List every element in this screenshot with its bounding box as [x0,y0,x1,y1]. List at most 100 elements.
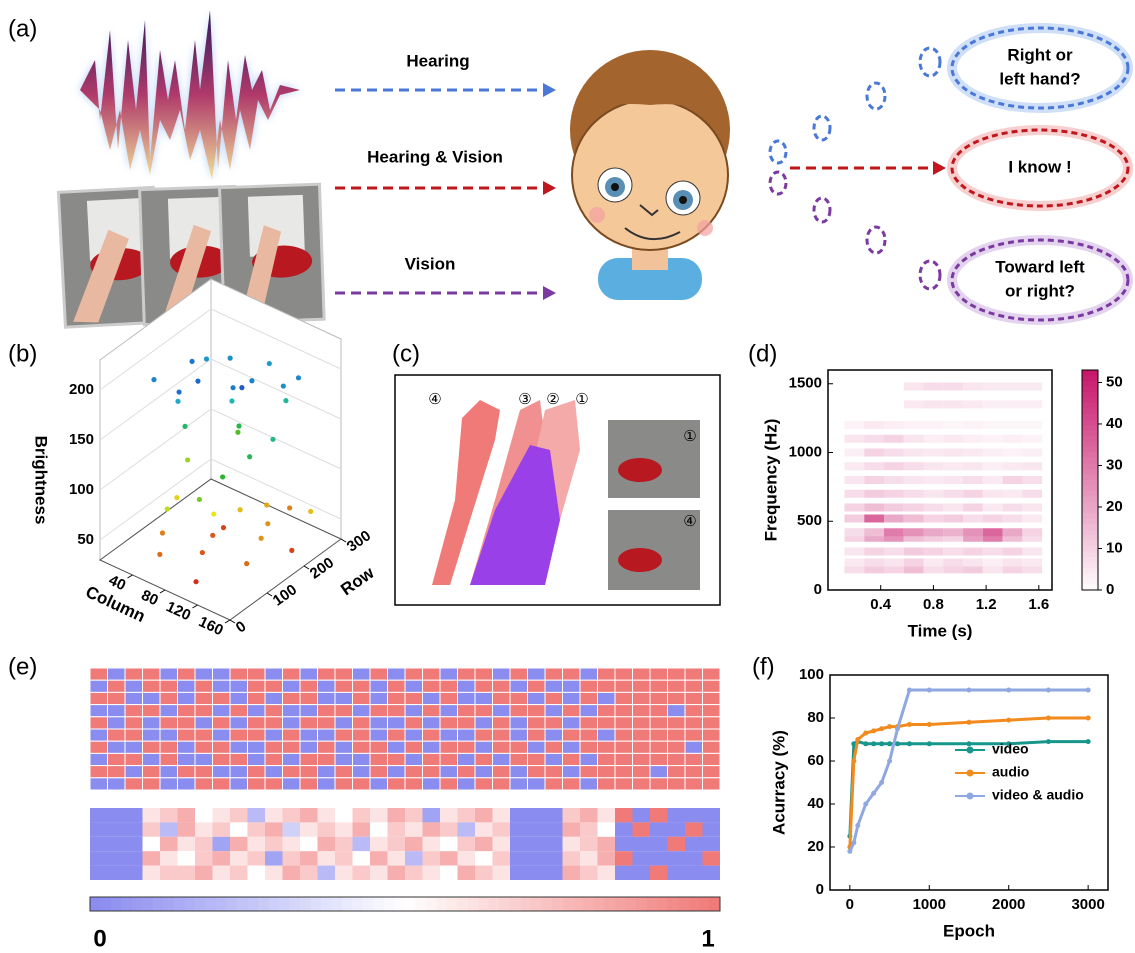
cell [598,668,616,680]
point [237,507,242,512]
cell [475,668,493,680]
cell [685,778,703,790]
cell [943,421,963,429]
cell [405,837,423,851]
cell [300,851,318,865]
cell [353,668,371,680]
cell [108,778,126,790]
cell [265,837,283,851]
cell [943,435,963,443]
cell [370,668,388,680]
colorbar-step [573,897,584,911]
cell [963,476,983,484]
marker-label: ① [575,391,588,408]
cell [685,741,703,753]
cell [300,808,318,822]
cell [90,866,108,880]
cell [405,729,423,741]
cell [230,729,248,741]
cell [318,729,336,741]
point [189,359,194,364]
cell [248,741,266,753]
cell [370,717,388,729]
z-tick-label: 50 [77,531,94,548]
colorbar-label: 50 [1106,373,1123,390]
cell [943,548,963,556]
point [887,759,892,764]
cell [318,717,336,729]
cell [493,851,511,865]
colorbar-step [227,897,238,911]
cell [108,766,126,778]
cell [353,766,371,778]
colorbar-step [699,897,710,911]
cell [318,668,336,680]
cell [963,559,983,567]
cell [300,866,318,880]
x-tick-label: 1.2 [976,596,997,613]
point [193,579,198,584]
legend-marker [967,793,974,800]
cell [563,766,581,778]
cell [615,741,633,753]
cell [650,680,668,692]
cell [335,692,353,704]
cell [844,548,864,556]
colorbar-step [290,897,301,911]
cell [983,528,1003,536]
cell [458,766,476,778]
cell [615,692,633,704]
cell [283,705,301,717]
point [927,688,932,693]
cell [685,753,703,765]
cell [1003,421,1023,429]
cell [685,705,703,717]
cell [668,717,686,729]
x-tick-label: 0.4 [870,596,892,613]
cell [353,778,371,790]
cell [318,741,336,753]
point [851,840,856,845]
cell [493,680,511,692]
cell [283,866,301,880]
cell [650,837,668,851]
colorbar-step [1082,579,1098,585]
cell [143,680,161,692]
cell [318,778,336,790]
cell [528,866,546,880]
cell [458,753,476,765]
cell [440,729,458,741]
cell [335,837,353,851]
cell [1022,476,1042,484]
point [887,724,892,729]
colorbar-step [1082,568,1098,574]
colorbar-step [258,897,269,911]
colorbar-step [1082,491,1098,497]
cell [685,822,703,836]
cell [283,692,301,704]
cell [685,866,703,880]
colorbar-step [563,897,574,911]
colorbar-step [101,897,112,911]
colorbar-step [584,897,595,911]
point [887,741,892,746]
cell [633,822,651,836]
cell [615,866,633,880]
point [176,389,181,394]
cell [318,851,336,865]
cell [904,462,924,470]
cell [884,383,904,391]
cell [1003,462,1023,470]
cell [388,808,406,822]
colorbar-step [636,897,647,911]
cell [668,692,686,704]
cell [160,668,178,680]
cell [844,490,864,498]
cell [195,692,213,704]
cell [230,692,248,704]
cell [265,753,283,765]
colorbar-step [384,897,395,911]
cell [510,705,528,717]
point [879,741,884,746]
point [289,548,294,553]
